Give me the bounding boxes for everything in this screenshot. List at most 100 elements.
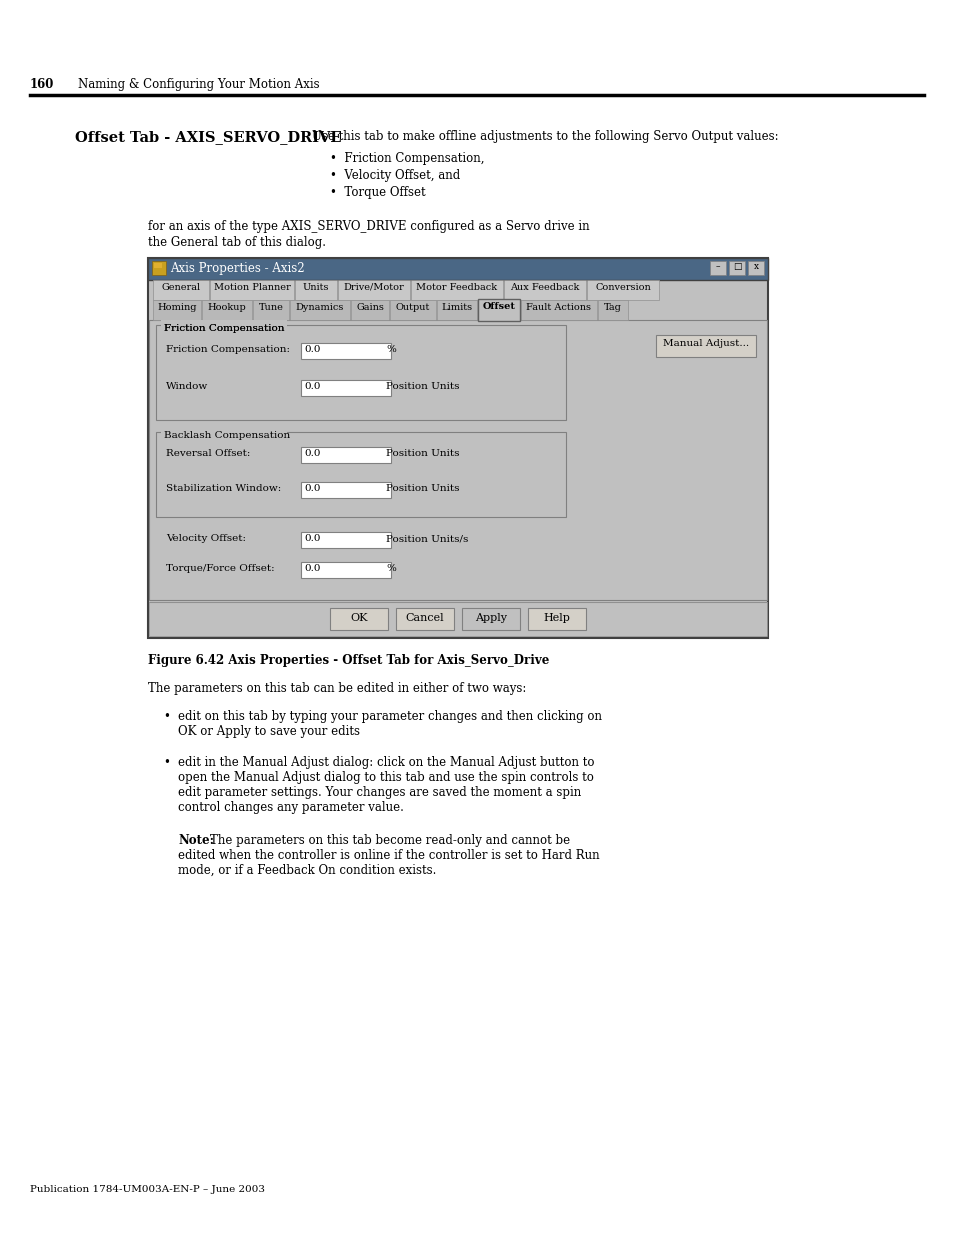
Bar <box>411 280 502 300</box>
Text: Position Units: Position Units <box>386 382 459 391</box>
Text: Use this tab to make offline adjustments to the following Servo Output values:: Use this tab to make offline adjustments… <box>312 130 778 143</box>
Text: OK or Apply to save your edits: OK or Apply to save your edits <box>178 725 359 739</box>
Text: Position Units: Position Units <box>386 484 459 493</box>
Text: Homing: Homing <box>157 303 196 312</box>
Bar <box>656 335 755 357</box>
Text: Note:: Note: <box>178 834 213 847</box>
Bar <box>301 532 391 548</box>
Text: 0.0: 0.0 <box>304 382 320 391</box>
Text: Backlash Compensation: Backlash Compensation <box>164 431 290 440</box>
Text: □: □ <box>732 262 740 270</box>
Text: Units: Units <box>302 283 329 291</box>
Text: the General tab of this dialog.: the General tab of this dialog. <box>148 236 326 249</box>
Text: Fault Actions: Fault Actions <box>526 303 591 312</box>
Bar <box>153 263 162 268</box>
Text: %: % <box>386 345 395 354</box>
Text: Figure 6.42 Axis Properties - Offset Tab for Axis_Servo_Drive: Figure 6.42 Axis Properties - Offset Tab… <box>148 655 549 667</box>
Text: Cancel: Cancel <box>405 613 444 622</box>
Bar <box>598 300 627 320</box>
Text: Reversal Offset:: Reversal Offset: <box>166 450 250 458</box>
Text: Tune: Tune <box>258 303 283 312</box>
Text: The parameters on this tab become read-only and cannot be: The parameters on this tab become read-o… <box>210 834 570 847</box>
Text: Output: Output <box>395 303 430 312</box>
Bar <box>152 280 209 300</box>
Text: Offset Tab - AXIS_SERVO_DRIVE: Offset Tab - AXIS_SERVO_DRIVE <box>75 130 341 144</box>
Bar <box>148 258 767 638</box>
Bar <box>149 320 766 600</box>
Text: Aux Feedback: Aux Feedback <box>510 283 579 291</box>
Text: Stabilization Window:: Stabilization Window: <box>166 484 281 493</box>
Text: Drive/Motor: Drive/Motor <box>343 283 404 291</box>
Text: Window: Window <box>166 382 208 391</box>
Bar <box>161 427 287 437</box>
Bar <box>156 432 565 517</box>
Bar <box>202 300 252 320</box>
Bar <box>156 325 565 420</box>
Bar <box>294 280 336 300</box>
Text: Axis Properties - Axis2: Axis Properties - Axis2 <box>170 262 304 275</box>
Text: Velocity Offset:: Velocity Offset: <box>166 534 246 543</box>
Bar <box>301 562 391 578</box>
Bar <box>152 300 201 320</box>
Bar <box>210 280 294 300</box>
Text: Dynamics: Dynamics <box>295 303 344 312</box>
Bar <box>337 280 410 300</box>
Bar <box>461 608 519 630</box>
Bar <box>728 261 744 275</box>
Bar <box>351 300 389 320</box>
Text: Friction Compensation: Friction Compensation <box>164 324 284 333</box>
Bar <box>709 261 725 275</box>
Bar <box>253 300 289 320</box>
Bar <box>503 280 585 300</box>
Text: Torque/Force Offset:: Torque/Force Offset: <box>166 564 274 573</box>
Text: 0.0: 0.0 <box>304 450 320 458</box>
Text: Apply: Apply <box>475 613 506 622</box>
Text: General: General <box>161 283 200 291</box>
Text: 0.0: 0.0 <box>304 534 320 543</box>
Text: OK: OK <box>350 613 367 622</box>
Bar <box>301 447 391 463</box>
Text: Position Units/s: Position Units/s <box>386 534 468 543</box>
Text: 0.0: 0.0 <box>304 484 320 493</box>
Text: control changes any parameter value.: control changes any parameter value. <box>178 802 403 814</box>
Text: •: • <box>163 756 170 769</box>
Text: Tag: Tag <box>603 303 621 312</box>
Text: •  Friction Compensation,: • Friction Compensation, <box>330 152 484 165</box>
Bar <box>301 380 391 396</box>
Text: edit parameter settings. Your changes are saved the moment a spin: edit parameter settings. Your changes ar… <box>178 785 580 799</box>
Text: Manual Adjust...: Manual Adjust... <box>662 338 748 348</box>
Text: •: • <box>163 710 170 722</box>
Text: Gains: Gains <box>355 303 383 312</box>
Text: Offset: Offset <box>482 303 515 311</box>
Text: Motion Planner: Motion Planner <box>213 283 290 291</box>
Bar <box>747 261 763 275</box>
Bar <box>149 601 766 636</box>
Bar <box>152 261 166 275</box>
Text: Naming & Configuring Your Motion Axis: Naming & Configuring Your Motion Axis <box>78 78 319 91</box>
Text: edited when the controller is online if the controller is set to Hard Run: edited when the controller is online if … <box>178 848 599 862</box>
Text: Conversion: Conversion <box>595 283 650 291</box>
Text: edit in the Manual Adjust dialog: click on the Manual Adjust button to: edit in the Manual Adjust dialog: click … <box>178 756 594 769</box>
Text: %: % <box>386 564 395 573</box>
Bar <box>395 608 454 630</box>
Bar <box>586 280 659 300</box>
Bar <box>330 608 388 630</box>
Bar <box>527 608 585 630</box>
Text: mode, or if a Feedback On condition exists.: mode, or if a Feedback On condition exis… <box>178 864 436 877</box>
Text: edit on this tab by typing your parameter changes and then clicking on: edit on this tab by typing your paramete… <box>178 710 601 722</box>
Bar <box>290 300 350 320</box>
Bar <box>477 299 519 321</box>
Bar <box>301 343 391 359</box>
Bar <box>390 300 436 320</box>
Bar <box>148 258 767 280</box>
Text: 0.0: 0.0 <box>304 345 320 354</box>
Text: •  Torque Offset: • Torque Offset <box>330 186 425 199</box>
Text: x: x <box>753 262 758 270</box>
Bar <box>301 482 391 498</box>
Text: Help: Help <box>543 613 570 622</box>
Text: •  Velocity Offset, and: • Velocity Offset, and <box>330 169 459 182</box>
Bar <box>436 300 476 320</box>
Text: Position Units: Position Units <box>386 450 459 458</box>
Text: Limits: Limits <box>441 303 472 312</box>
Bar <box>520 300 597 320</box>
